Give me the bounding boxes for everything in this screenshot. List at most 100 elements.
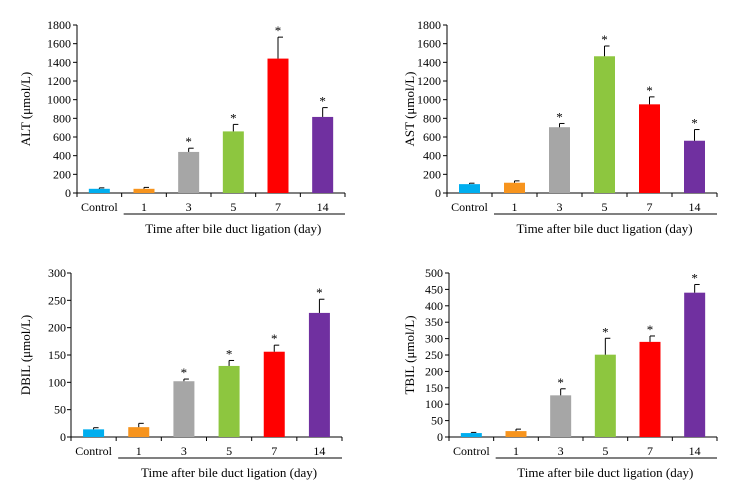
x-tick-label: 5: [602, 200, 608, 214]
y-axis-title: DBIL (μmol/L): [18, 315, 33, 396]
x-tick-label: 5: [602, 444, 608, 458]
y-tick-label: 1200: [417, 74, 441, 88]
bar: [639, 341, 661, 437]
bar: [639, 104, 660, 193]
y-tick-label: 400: [423, 149, 441, 163]
significance-marker: *: [691, 116, 698, 131]
y-tick-label: 0: [60, 430, 66, 444]
chart-panel-3: 0 50 100 150 200 250 300 Control 1 3 5 7 14 * * * * Time …: [18, 266, 343, 480]
x-tick-label: 3: [186, 200, 192, 214]
x-tick-label: 7: [647, 444, 653, 458]
x-tick-label: Control: [75, 444, 112, 458]
y-tick-label: 1600: [47, 37, 71, 51]
x-tick-label: 3: [181, 444, 187, 458]
x-tick-label: 3: [557, 200, 563, 214]
significance-marker: *: [181, 365, 188, 380]
y-tick-label: 150: [48, 348, 66, 362]
x-tick-label: Control: [453, 444, 490, 458]
y-tick-label: 50: [54, 403, 66, 417]
y-tick-label: 1000: [47, 93, 71, 107]
bar: [684, 292, 706, 437]
bar: [88, 188, 110, 193]
y-tick-label: 1200: [47, 74, 71, 88]
bar: [550, 395, 572, 437]
y-tick-label: 300: [48, 266, 66, 280]
y-tick-label: 800: [423, 111, 441, 125]
y-axis-title: TBIL (μmol/L): [402, 315, 417, 394]
chart-panel-1: 0 200 400 600 800 1000 1200 1400 1600 1800 Control…: [18, 18, 346, 236]
y-tick-label: 500: [425, 266, 443, 280]
significance-marker: *: [230, 110, 237, 125]
x-tick-label: 7: [275, 200, 281, 214]
significance-marker: *: [647, 322, 654, 337]
chart-panel-4: 0 50 100 150 200 250 300 350 400 450 500 Control 1 3 5…: [402, 266, 718, 480]
y-tick-label: 450: [425, 282, 443, 296]
significance-marker: *: [316, 285, 323, 300]
x-tick-label: 7: [647, 200, 653, 214]
chart-panel-2: 0 200 400 600 800 1000 1200 1400 1600 1800 Control…: [402, 18, 718, 236]
x-axis-title: Time after bile duct ligation (day): [516, 221, 692, 236]
y-tick-label: 1800: [47, 18, 71, 32]
y-tick-label: 250: [48, 293, 66, 307]
y-tick-label: 0: [437, 430, 443, 444]
bar: [222, 131, 244, 193]
bar: [263, 351, 285, 437]
y-tick-label: 200: [48, 321, 66, 335]
x-tick-label: 1: [513, 444, 519, 458]
bar: [178, 151, 200, 193]
significance-marker: *: [275, 23, 282, 38]
bar: [267, 58, 289, 193]
y-tick-label: 800: [53, 111, 71, 125]
bar: [133, 188, 155, 193]
bar: [549, 127, 570, 193]
bar: [308, 312, 330, 437]
bar: [128, 427, 150, 437]
y-tick-label: 0: [435, 186, 441, 200]
bar: [83, 429, 105, 437]
x-tick-label: 1: [141, 200, 147, 214]
x-tick-label: 14: [689, 444, 701, 458]
significance-marker: *: [557, 375, 564, 390]
x-axis-title: Time after bile duct ligation (day): [145, 221, 321, 236]
significance-marker: *: [691, 270, 698, 285]
y-tick-label: 50: [431, 414, 443, 428]
y-tick-label: 1400: [47, 55, 71, 69]
y-tick-label: 1600: [417, 37, 441, 51]
y-axis-title: ALT (μmol/L): [18, 72, 33, 147]
x-tick-label: 1: [512, 200, 518, 214]
significance-marker: *: [602, 324, 609, 339]
y-tick-label: 250: [425, 348, 443, 362]
y-tick-label: 150: [425, 381, 443, 395]
x-tick-label: 1: [136, 444, 142, 458]
y-tick-label: 200: [423, 167, 441, 181]
x-tick-label: 14: [689, 200, 701, 214]
y-tick-label: 0: [65, 186, 71, 200]
significance-marker: *: [271, 331, 278, 346]
significance-marker: *: [556, 109, 563, 124]
y-tick-label: 300: [425, 332, 443, 346]
y-tick-label: 600: [53, 130, 71, 144]
y-tick-label: 1400: [417, 55, 441, 69]
bar: [684, 140, 705, 193]
x-tick-label: 14: [313, 444, 325, 458]
x-tick-label: 3: [558, 444, 564, 458]
x-tick-label: 5: [226, 444, 232, 458]
y-tick-label: 100: [48, 375, 66, 389]
bar: [218, 365, 240, 437]
x-tick-label: Control: [451, 200, 488, 214]
x-tick-label: 14: [317, 200, 329, 214]
bar: [504, 182, 525, 193]
x-tick-label: 5: [230, 200, 236, 214]
y-axis-title: AST (μmol/L): [402, 72, 417, 147]
x-tick-label: 7: [271, 444, 277, 458]
y-tick-label: 1800: [417, 18, 441, 32]
y-tick-label: 400: [425, 299, 443, 313]
y-tick-label: 200: [53, 167, 71, 181]
bar: [505, 431, 527, 437]
bar: [459, 184, 480, 193]
significance-marker: *: [601, 32, 608, 47]
x-axis-title: Time after bile duct ligation (day): [141, 465, 317, 480]
y-tick-label: 100: [425, 397, 443, 411]
significance-marker: *: [185, 134, 192, 149]
